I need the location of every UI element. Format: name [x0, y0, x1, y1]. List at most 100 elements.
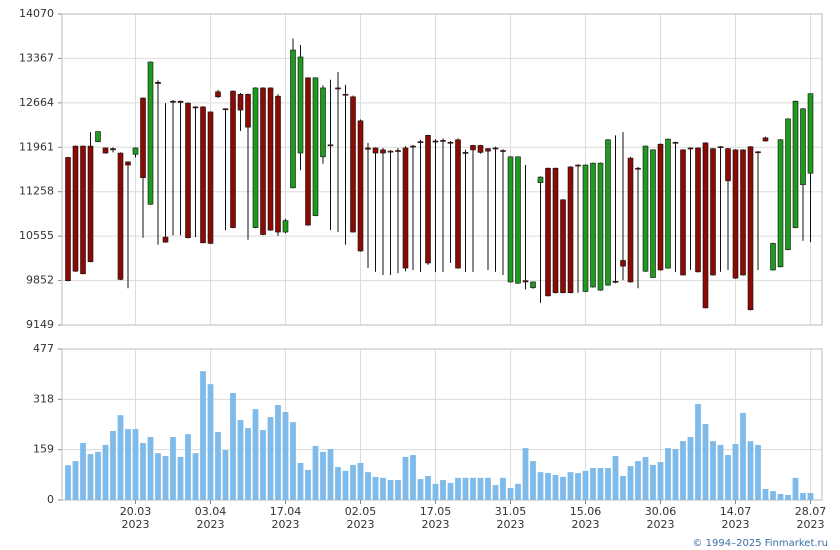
- candle-body: [657, 143, 664, 271]
- y-tick-label: 159: [33, 443, 54, 456]
- volume-bar: [792, 477, 799, 500]
- candle-body: [372, 147, 379, 154]
- volume-bar: [132, 429, 139, 500]
- candle-body: [200, 106, 206, 244]
- volume-bar: [537, 472, 544, 500]
- volume-bar: [732, 443, 739, 500]
- volume-bar: [440, 480, 446, 500]
- candle-body: [350, 96, 356, 233]
- volume-bar: [477, 477, 484, 500]
- x-tick-label: 30.06: [645, 505, 677, 518]
- x-tick-year: 2023: [572, 518, 600, 531]
- x-tick-year: 2023: [422, 518, 450, 531]
- volume-bar: [687, 437, 694, 500]
- volume-bar: [207, 384, 214, 500]
- candle-body: [500, 150, 506, 152]
- volume-bar: [635, 461, 641, 500]
- volume-bar: [447, 482, 454, 500]
- candle-body: [110, 148, 116, 151]
- candle-body: [155, 81, 161, 84]
- volume-bar: [522, 448, 529, 500]
- candle-body: [717, 146, 724, 149]
- candle-body: [267, 87, 274, 231]
- x-tick-year: 2023: [122, 518, 150, 531]
- candle-body: [140, 97, 146, 178]
- x-tick-label: 03.04: [195, 505, 227, 518]
- volume-bar: [65, 465, 71, 500]
- candle-body: [590, 162, 596, 288]
- candle-body: [650, 149, 656, 278]
- candle-body: [320, 87, 326, 158]
- volume-bar: [245, 428, 251, 500]
- x-tick-label: 14.07: [720, 505, 752, 518]
- candle-body: [620, 260, 626, 267]
- candle-body: [95, 131, 101, 142]
- candle-body: [132, 147, 139, 155]
- candle-body: [665, 138, 671, 269]
- candle-body: [297, 56, 304, 154]
- y-tick-label: 11961: [19, 140, 54, 153]
- candle-body: [245, 93, 251, 128]
- volume-bar: [702, 424, 709, 500]
- volume-bar: [162, 455, 169, 500]
- volume-bar: [560, 476, 566, 500]
- candle-body: [177, 100, 184, 103]
- volume-bar: [710, 441, 716, 500]
- candle-body: [522, 280, 529, 283]
- candle-body: [215, 91, 221, 98]
- candle-body: [627, 157, 634, 283]
- candle-body: [447, 141, 454, 144]
- candle-body: [777, 139, 784, 268]
- candle-body: [402, 147, 409, 269]
- candle-body: [365, 147, 371, 150]
- volume-bar: [215, 431, 221, 500]
- candle-body: [702, 142, 709, 309]
- volume-bar: [680, 441, 686, 500]
- candle-body: [125, 161, 131, 166]
- volume-bar: [807, 493, 814, 500]
- candle-body: [342, 93, 349, 96]
- volume-bar: [320, 451, 326, 500]
- volume-bar: [800, 493, 806, 500]
- volume-bar: [657, 462, 664, 500]
- candle-body: [282, 220, 289, 233]
- candle-body: [695, 147, 701, 273]
- volume-bar: [282, 411, 289, 500]
- candle-body: [770, 243, 776, 271]
- x-tick-label: 17.05: [420, 505, 452, 518]
- candle-body: [395, 150, 401, 152]
- y-tick-label: 12664: [19, 96, 54, 109]
- volume-bar: [102, 444, 109, 500]
- volume-bar: [252, 409, 259, 500]
- x-tick-year: 2023: [347, 518, 375, 531]
- candle-body: [387, 150, 394, 153]
- candle-body: [417, 141, 424, 143]
- x-tick-year: 2023: [497, 518, 525, 531]
- x-tick-label: 02.05: [345, 505, 377, 518]
- candle-body: [185, 102, 191, 239]
- volume-bar: [357, 462, 364, 500]
- candle-body: [785, 118, 791, 251]
- volume-bar: [372, 476, 379, 500]
- candle-body: [432, 140, 439, 143]
- candle-body: [552, 167, 559, 294]
- volume-bar: [275, 405, 281, 500]
- candle-body: [800, 108, 806, 185]
- volume-bar: [740, 412, 746, 500]
- candle-body: [792, 100, 799, 228]
- volume-bar: [192, 453, 199, 500]
- candle-body: [357, 120, 364, 252]
- volume-bar: [650, 464, 656, 500]
- volume-bar: [72, 461, 79, 500]
- candle-body: [725, 148, 731, 182]
- candle-body: [612, 281, 619, 283]
- volume-bar: [80, 443, 86, 500]
- x-tick-label: 17.04: [270, 505, 302, 518]
- candle-body: [807, 93, 814, 174]
- candle-body: [230, 90, 236, 228]
- volume-bar: [230, 393, 236, 500]
- candle-body: [87, 145, 94, 263]
- volume-bar: [485, 477, 491, 500]
- volume-bar: [567, 472, 574, 500]
- volume-bar: [582, 470, 589, 500]
